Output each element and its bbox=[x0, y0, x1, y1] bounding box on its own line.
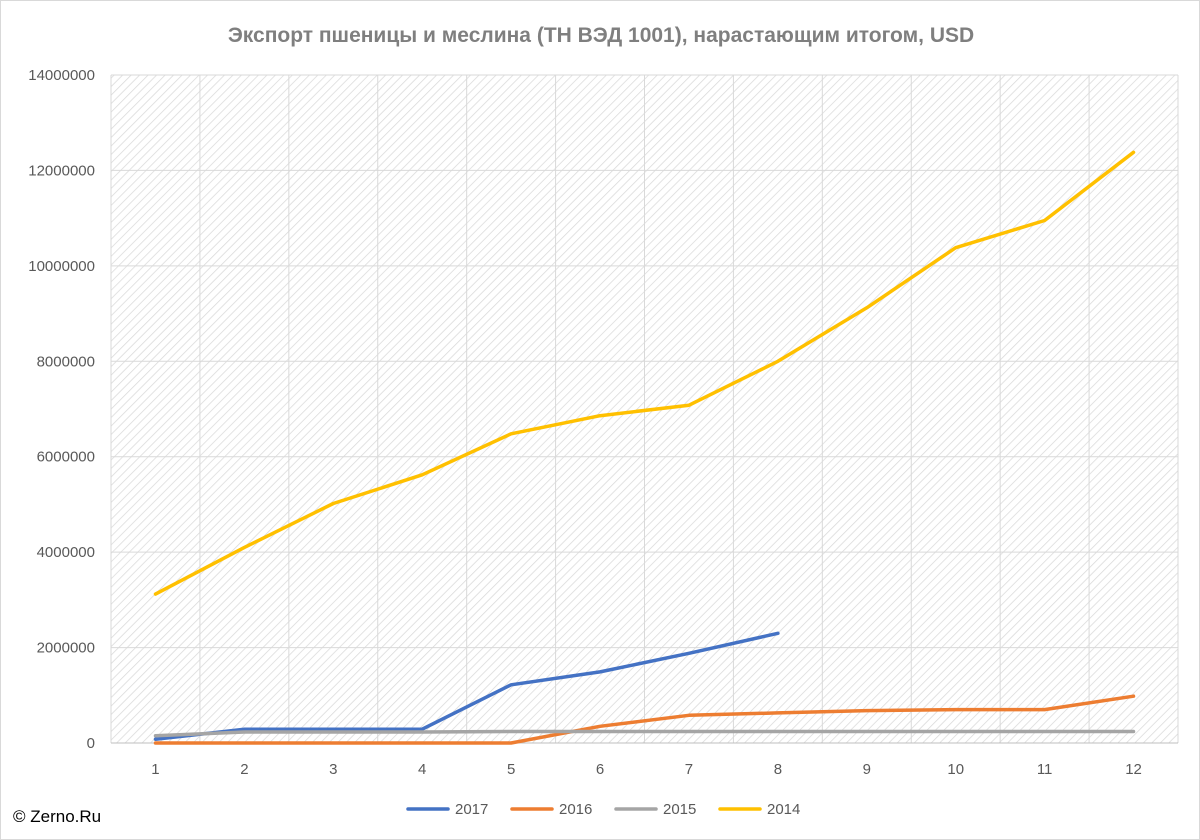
y-tick-label: 12000000 bbox=[28, 162, 95, 179]
y-tick-label: 6000000 bbox=[37, 449, 95, 466]
x-tick-label: 4 bbox=[418, 761, 426, 778]
x-tick-label: 9 bbox=[863, 761, 871, 778]
x-tick-label: 12 bbox=[1125, 761, 1142, 778]
y-tick-label: 10000000 bbox=[28, 258, 95, 275]
chart-title: Экспорт пшеницы и меслина (ТН ВЭД 1001),… bbox=[228, 24, 974, 47]
y-tick-label: 0 bbox=[87, 735, 95, 752]
x-axis: 1 2 3 4 5 6 7 8 9 10 11 12 bbox=[151, 761, 1142, 778]
y-tick-label: 4000000 bbox=[37, 544, 95, 561]
x-tick-label: 2 bbox=[240, 761, 248, 778]
x-tick-label: 8 bbox=[774, 761, 782, 778]
series-line-2017 bbox=[153, 631, 780, 741]
series-line-2015 bbox=[153, 729, 1136, 738]
series-group bbox=[153, 150, 1136, 745]
legend-label-2016: 2016 bbox=[559, 801, 592, 818]
x-tick-label: 5 bbox=[507, 761, 515, 778]
x-tick-label: 11 bbox=[1037, 761, 1053, 778]
copyright-text: © Zerno.Ru bbox=[13, 807, 102, 826]
x-tick-label: 7 bbox=[685, 761, 693, 778]
x-tick-label: 3 bbox=[329, 761, 337, 778]
series-line-2016 bbox=[153, 694, 1136, 745]
legend-label-2017: 2017 bbox=[455, 801, 488, 818]
x-tick-label: 10 bbox=[947, 761, 964, 778]
series-line-2014 bbox=[153, 150, 1136, 596]
x-tick-label: 6 bbox=[596, 761, 604, 778]
plot-area bbox=[110, 74, 1179, 744]
y-tick-label: 14000000 bbox=[28, 67, 95, 84]
y-tick-label: 8000000 bbox=[37, 353, 95, 370]
y-axis: 0 2000000 4000000 6000000 8000000 10000000 120… bbox=[28, 67, 95, 752]
legend: 2017 2016 2015 2014 bbox=[406, 801, 800, 818]
y-tick-label: 2000000 bbox=[37, 640, 95, 657]
x-tick-label: 1 bbox=[151, 761, 159, 778]
legend-label-2014: 2014 bbox=[767, 801, 800, 818]
legend-label-2015: 2015 bbox=[663, 801, 696, 818]
